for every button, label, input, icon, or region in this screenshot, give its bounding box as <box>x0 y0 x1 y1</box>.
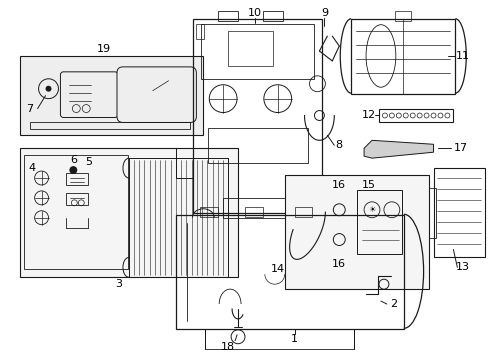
Bar <box>284 175 427 289</box>
Polygon shape <box>364 140 433 158</box>
Text: ☀: ☀ <box>367 205 375 214</box>
Bar <box>208 129 307 163</box>
Bar <box>263 11 282 21</box>
Text: 16: 16 <box>331 180 346 190</box>
Circle shape <box>45 86 51 92</box>
FancyBboxPatch shape <box>61 72 118 117</box>
Bar <box>193 19 322 213</box>
Bar <box>20 56 203 135</box>
Text: 9: 9 <box>320 8 327 18</box>
Text: 15: 15 <box>361 180 375 190</box>
Text: 5: 5 <box>84 157 92 167</box>
Text: 4: 4 <box>28 163 35 173</box>
Text: 11: 11 <box>455 51 469 61</box>
Bar <box>66 173 88 185</box>
Text: 19: 19 <box>97 44 111 54</box>
Bar <box>30 122 190 129</box>
Text: 12: 12 <box>361 109 375 120</box>
Text: 16: 16 <box>331 259 346 269</box>
Bar <box>218 11 238 21</box>
Bar <box>294 207 312 217</box>
Text: 2: 2 <box>389 299 397 309</box>
Bar <box>66 193 88 205</box>
Bar <box>356 190 401 255</box>
Bar <box>205 329 353 349</box>
Text: 3: 3 <box>115 279 122 289</box>
Text: 10: 10 <box>247 8 262 18</box>
Text: 14: 14 <box>270 264 284 274</box>
Text: 7: 7 <box>26 104 33 113</box>
Bar <box>433 168 484 257</box>
Bar <box>350 19 454 94</box>
Bar <box>394 11 410 21</box>
Text: 18: 18 <box>221 342 235 352</box>
Bar <box>24 155 128 269</box>
Bar <box>244 207 263 217</box>
Text: 1: 1 <box>290 334 298 344</box>
Text: 8: 8 <box>335 140 342 150</box>
Text: 17: 17 <box>452 143 467 153</box>
Text: 13: 13 <box>455 262 469 272</box>
Bar <box>201 24 314 79</box>
Circle shape <box>69 166 77 174</box>
Bar <box>196 24 204 39</box>
Bar <box>200 207 218 217</box>
Bar <box>20 148 238 277</box>
Bar <box>378 109 452 122</box>
Bar <box>423 188 435 238</box>
Bar <box>228 31 272 66</box>
Bar <box>223 198 292 218</box>
FancyBboxPatch shape <box>117 67 196 122</box>
Bar <box>175 215 403 329</box>
Text: 6: 6 <box>70 155 77 165</box>
